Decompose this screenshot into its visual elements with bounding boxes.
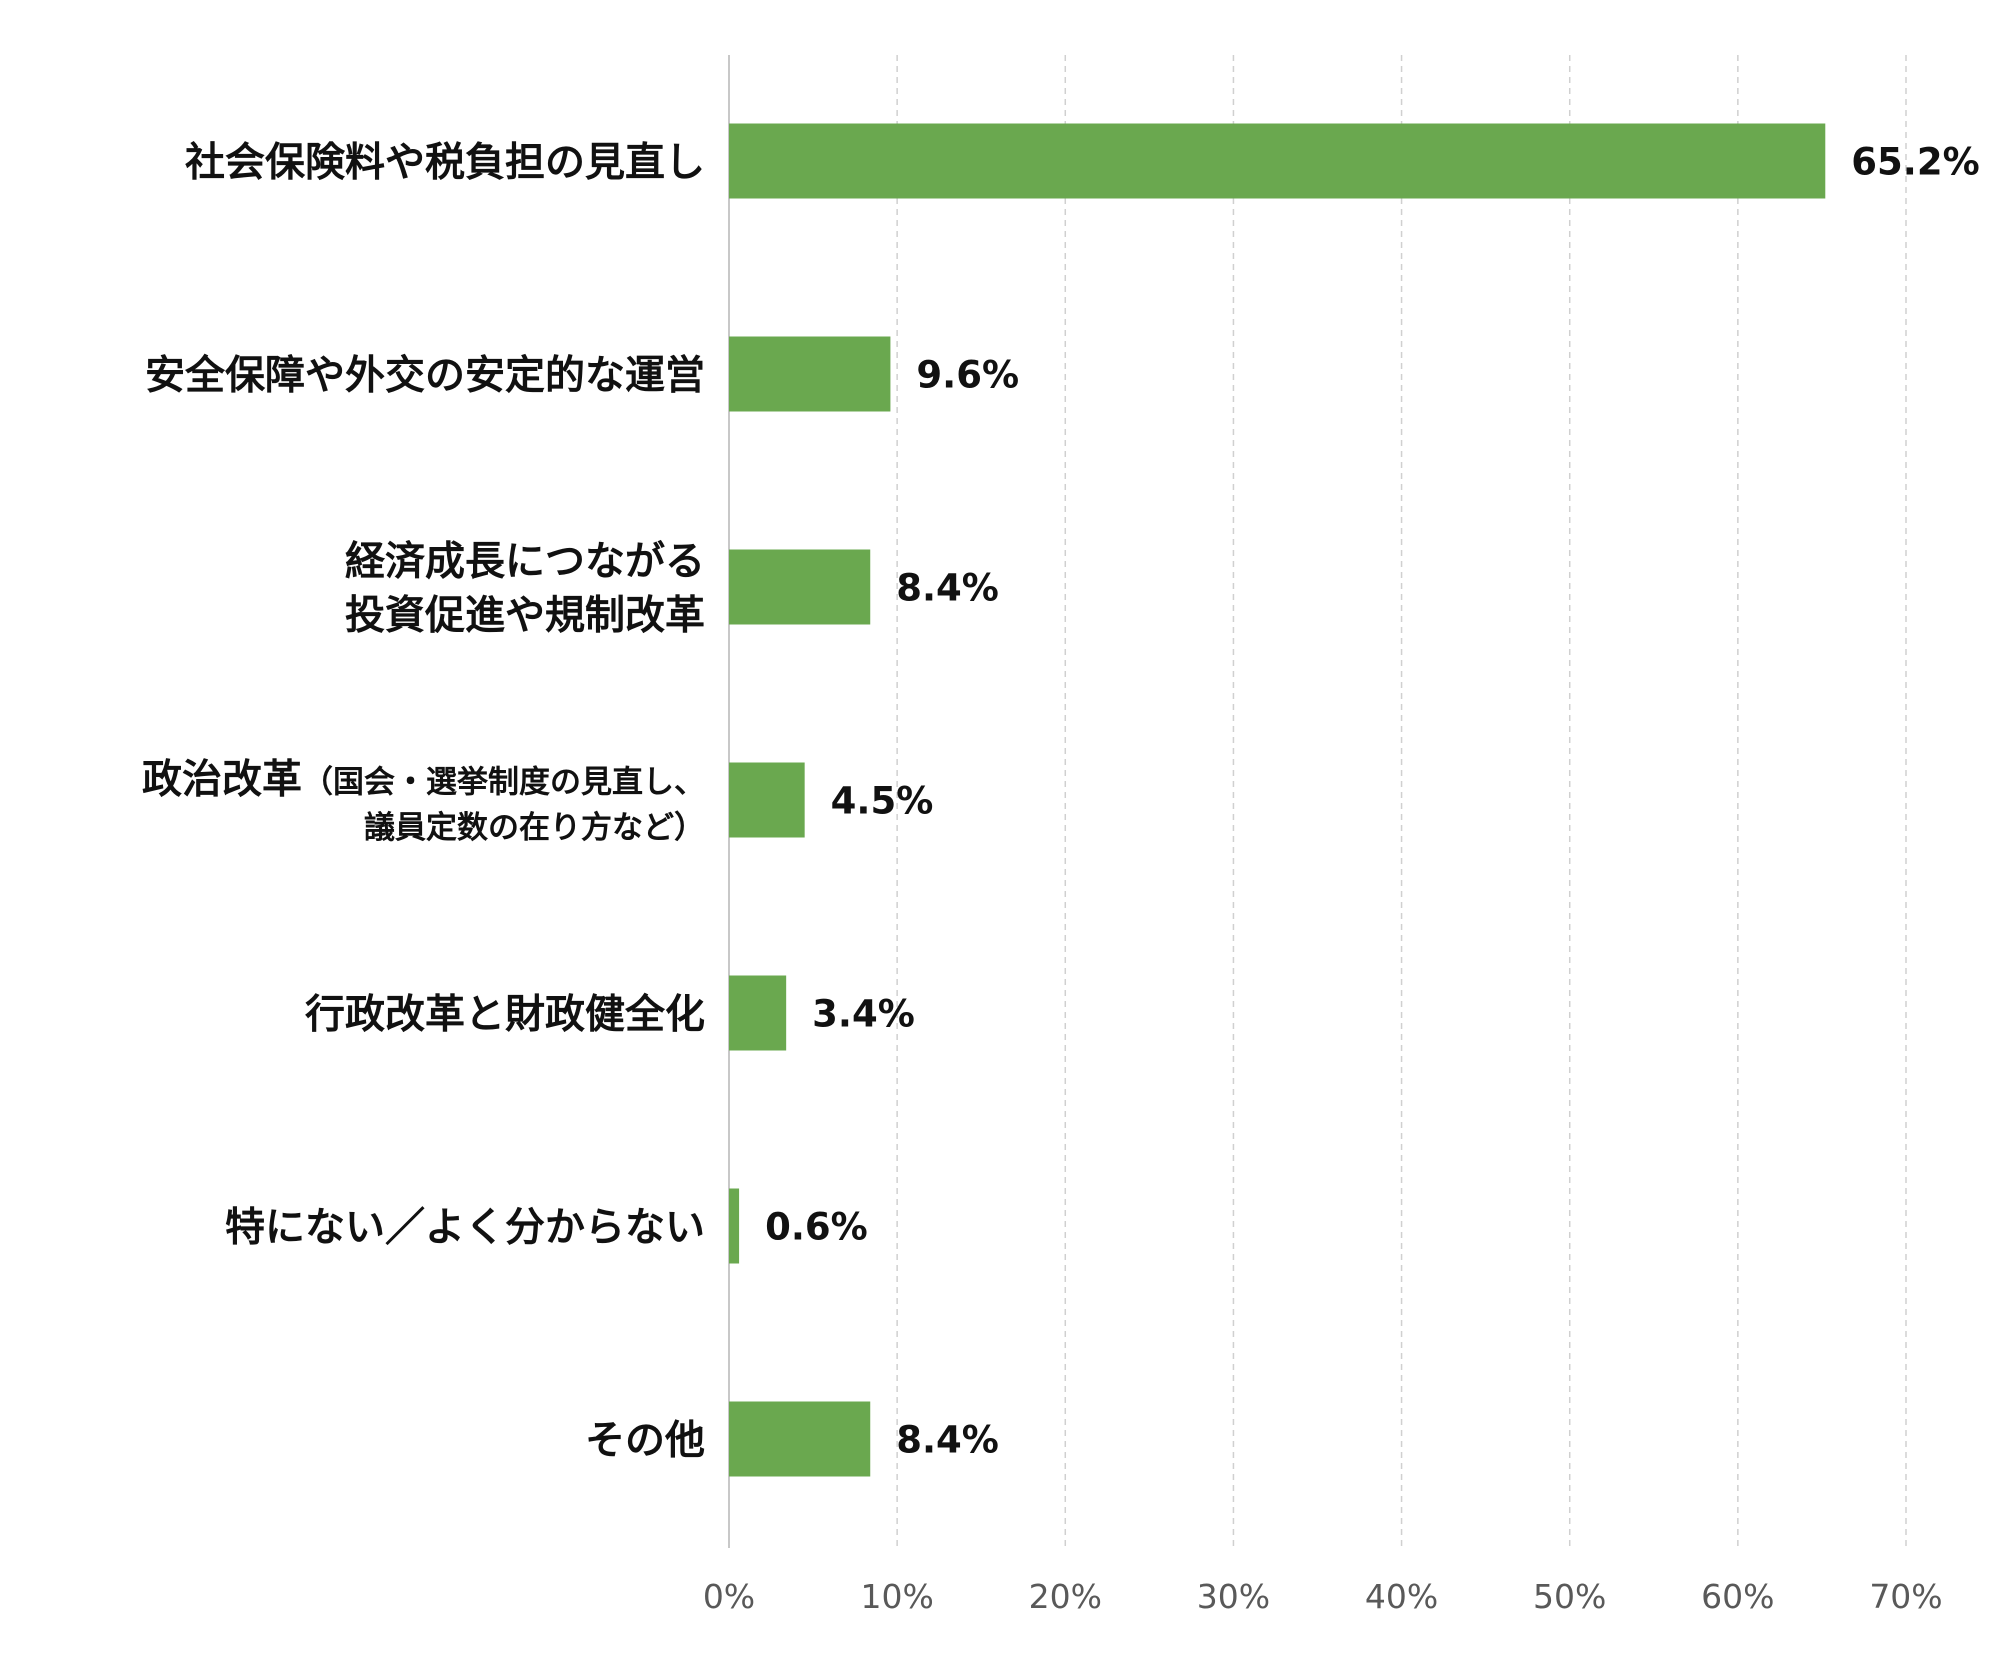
x-tick-label: 60%: [1701, 1577, 1774, 1616]
bar: [729, 762, 805, 838]
category-label: 議員定数の在り方など）: [364, 810, 705, 846]
tick-label-layer: 0% 10% 20% 30% 40% 50% 60% 70%: [703, 1577, 1943, 1616]
bar: [729, 549, 871, 625]
category-label-layer: 社会保険料や税負担の見直し安全保障や外交の安定的な運営経済成長につながる投資促進…: [142, 139, 705, 1463]
category-label: 行政改革と財政健全化: [305, 991, 705, 1037]
data-label: 4.5%: [831, 779, 934, 822]
x-tick-label: 50%: [1533, 1577, 1606, 1616]
category-label: 特にない／よく分からない: [225, 1204, 705, 1250]
x-tick-label: 70%: [1869, 1577, 1942, 1616]
x-tick-label: 30%: [1197, 1577, 1270, 1616]
category-label: その他: [585, 1417, 705, 1463]
category-label: 経済成長につながる: [345, 538, 705, 584]
data-label: 8.4%: [896, 1418, 999, 1461]
bar: [729, 1401, 871, 1477]
data-label: 3.4%: [812, 992, 915, 1035]
x-tick-label: 20%: [1029, 1577, 1102, 1616]
category-label: 政治改革（国会・選挙制度の見直し、: [142, 756, 705, 802]
bar: [729, 336, 891, 412]
x-tick-label: 40%: [1365, 1577, 1438, 1616]
bar-layer: [729, 123, 1826, 1477]
data-label: 65.2%: [1851, 140, 1979, 183]
category-label: 安全保障や外交の安定的な運営: [145, 352, 705, 398]
category-label: 社会保険料や税負担の見直し: [185, 139, 705, 185]
x-tick-label: 10%: [860, 1577, 933, 1616]
data-label: 8.4%: [896, 566, 999, 609]
x-tick-label: 0%: [703, 1577, 755, 1616]
bar: [729, 1188, 740, 1264]
value-label-layer: 65.2% 9.6% 8.4% 4.5% 3.4% 0.6% 8.4%: [765, 140, 1980, 1461]
data-label: 9.6%: [916, 353, 1019, 396]
category-label: 投資促進や規制改革: [345, 592, 705, 638]
bar: [729, 123, 1826, 199]
bar: [729, 975, 787, 1051]
data-label: 0.6%: [765, 1205, 868, 1248]
